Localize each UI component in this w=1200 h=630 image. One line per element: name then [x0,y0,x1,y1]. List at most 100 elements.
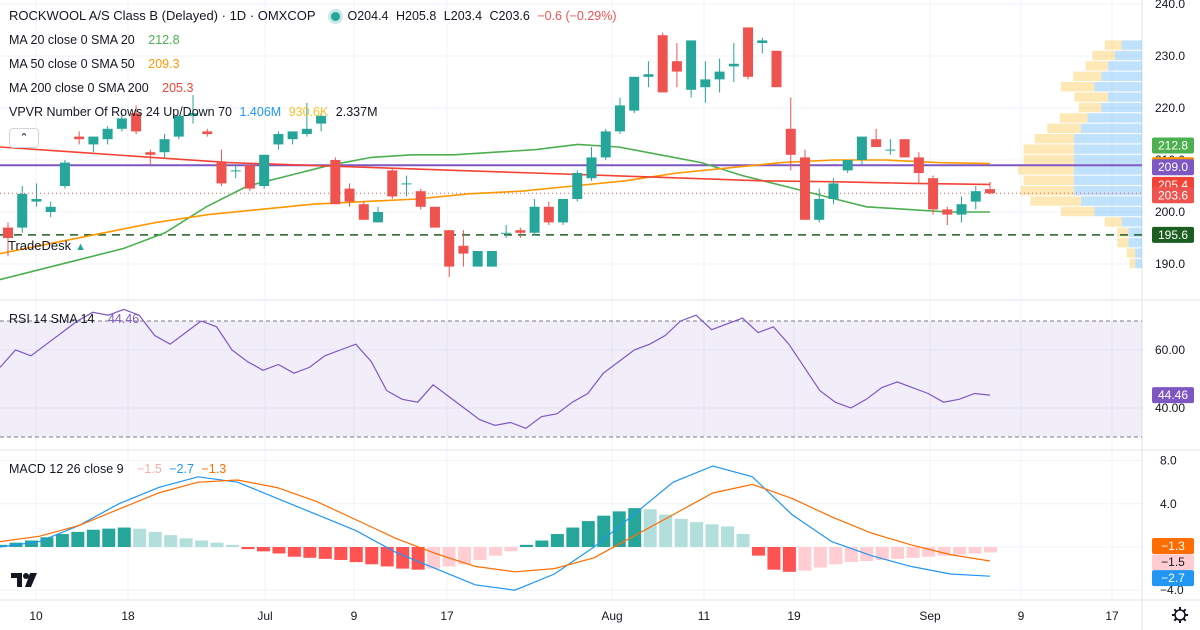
price-axis-label: 220.0 [1155,101,1185,115]
ma200-value: 205.3 [162,81,194,95]
candle-body [429,206,440,228]
macd-histogram-bar [86,529,100,547]
candle-body [216,162,227,184]
candle-body [444,230,455,267]
gear-icon-tooth [1173,608,1177,612]
candle-body [942,209,953,215]
price-axis-label: 230.0 [1155,49,1185,63]
candle-body [301,128,312,134]
macd-histogram-bar [721,526,735,547]
price-change: −0.6 (−0.29%) [537,9,617,23]
candle-body [714,71,725,80]
volume-profile-bar [1074,186,1142,196]
ma200-legend[interactable]: MA 200 close 0 SMA 200 205.3 [9,80,197,96]
macd-axis-label: 8.0 [1160,454,1177,468]
candles [3,27,995,277]
volume-profile-bar [1080,196,1142,206]
ohlc-low: L203.4 [443,9,483,23]
candle-body [558,199,569,223]
macd-legend[interactable]: MACD 12 26 close 9 −1.5 −2.7 −1.3 [9,461,230,477]
macd-histogram-bar [597,515,611,547]
candle-body [928,178,939,210]
ma20-legend[interactable]: MA 20 close 0 SMA 20 212.8 [9,32,184,48]
macd-histogram-bar [133,528,147,547]
macd-histogram-bar [829,547,843,565]
candle-body [899,139,910,158]
rsi-value: 44.46 [107,312,140,326]
time-axis-label: 19 [787,609,801,623]
rsi-legend[interactable]: RSI 14 SMA 14 44.46 [9,311,143,327]
volume-profile-bar [1104,40,1122,50]
symbol-legend: ROCKWOOL A/S Class B (Delayed) · 1D · OM… [9,8,621,24]
time-axis-label: 11 [698,609,711,623]
macd-histogram-bar [504,547,518,552]
volume-profile-bar [1101,71,1142,81]
macd-axis-label: −4.0 [1160,583,1184,597]
macd-histogram-bar [241,547,255,550]
volume-profile-bar [1059,113,1088,123]
volume-profile-bar [1094,82,1142,92]
time-axis-label: Jul [257,609,272,623]
symbol-title: ROCKWOOL A/S Class B (Delayed) · 1D · OM… [9,8,316,23]
macd-histogram-bar [226,544,240,547]
candle-body [586,157,597,179]
candle-body [344,188,355,202]
ma50-legend[interactable]: MA 50 close 0 SMA 50 209.3 [9,56,184,72]
chevron-up-icon[interactable]: ⌃ [9,128,39,148]
candle-body [686,40,697,90]
candle-body [486,251,497,267]
macd-histogram-bar [396,547,410,569]
price-badge-label: 212.8 [1158,138,1188,152]
gear-icon-tooth [1183,608,1187,612]
candle-body [757,40,768,43]
macd-histogram-bar [922,547,936,557]
candle-body [799,157,810,220]
macd-histogram-bar [256,547,270,552]
macd-histogram-bar [659,514,673,547]
macd-line-signal [0,479,991,573]
volume-profile-bar [1117,227,1129,237]
volume-profile-bar [1034,134,1074,144]
macd-histogram-bar [798,547,812,571]
macd-histogram-bar [427,547,441,569]
time-axis-label: 18 [121,609,135,623]
vpvr-legend[interactable]: VPVR Number Of Rows 24 Up/Down 70 1.406M… [9,104,382,120]
macd-histogram-bar [380,547,394,567]
macd-histogram-bar [612,511,626,547]
volume-profile-bar [1087,113,1142,123]
ma-line-ma20 [0,143,990,281]
candle-body [415,191,426,207]
macd-histogram-bar [365,547,379,565]
candle-body [401,183,412,185]
gear-icon-tooth [1183,618,1187,622]
volume-profile-bar [1080,123,1142,133]
macd-histogram-bar [102,528,116,547]
candle-body [45,206,56,212]
gear-icon[interactable] [1172,607,1188,623]
macd-value-2: −2.7 [169,462,194,476]
candle-body [728,63,739,67]
candle-body [259,154,270,186]
candle-body [842,160,853,171]
volume-profile-bar [1078,102,1102,113]
macd-value-1: −1.5 [137,462,162,476]
volume-profile-bar [1074,175,1142,185]
macd-histogram-bar [519,544,533,547]
price-axis-label: 200.0 [1155,205,1185,219]
price-badge [1152,554,1194,571]
price-badge-label: 209.0 [1158,160,1188,174]
macd-histogram-bar [690,522,704,547]
ohlc-close: C203.6 [489,9,530,23]
price-badge [1152,159,1194,176]
ohlc-high: H205.8 [396,9,437,23]
macd-histogram-bar [334,547,348,560]
tradingview-logo-icon[interactable] [10,569,40,591]
volume-profile-bar [1074,154,1142,165]
candle-body [74,136,85,140]
macd-histogram-bar [953,547,967,555]
volume-profile-bar [1020,186,1074,196]
candle-body [273,134,284,145]
volume-profile-bar [1121,40,1142,50]
macd-histogram-bar [875,547,889,560]
